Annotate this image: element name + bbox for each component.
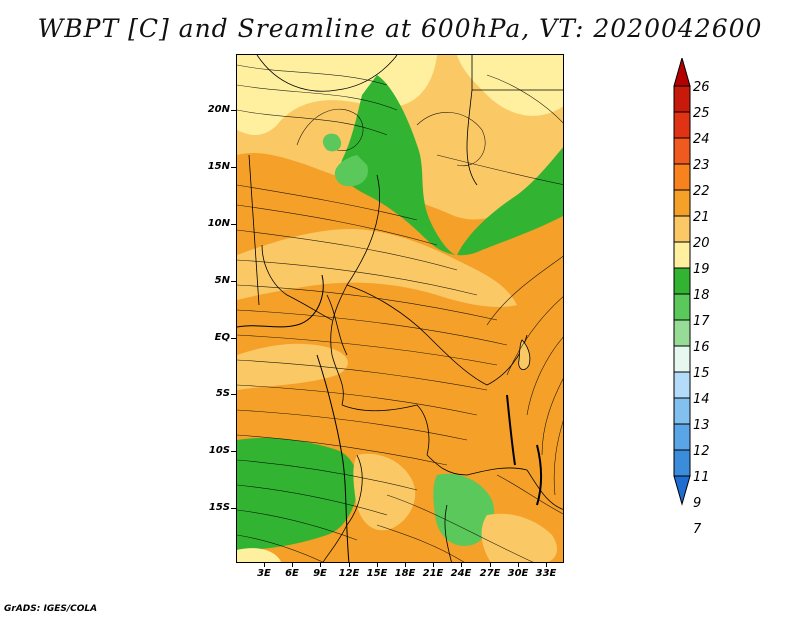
colorbar-label-14: 14 (693, 392, 710, 407)
wbpt-green-patch-1 (334, 155, 368, 187)
country-borders (248, 55, 563, 562)
lon-label-27e: 27E (479, 568, 501, 579)
colorbar-label-12: 12 (693, 444, 710, 459)
lat-tick (231, 451, 236, 452)
lat-tick (231, 281, 236, 282)
lon-tick (518, 563, 519, 567)
lon-tick (377, 563, 378, 567)
lat-label-15n: 15N (207, 161, 230, 172)
lat-label-10s: 10S (208, 445, 230, 456)
lon-tick (461, 563, 462, 567)
colorbar-label-18: 18 (693, 288, 710, 303)
map-svg (237, 55, 563, 562)
lon-tick (292, 563, 293, 567)
colorbar-label-25: 25 (693, 106, 710, 121)
lat-label-15s: 15S (208, 502, 230, 513)
colorbar-swatch (673, 241, 691, 269)
lat-tick (231, 394, 236, 395)
credit-text: GrADS: IGES/COLA (4, 604, 98, 614)
lake-tanganyika (506, 394, 516, 466)
colorbar-swatch (673, 189, 691, 217)
colorbar-top-arrow (673, 58, 691, 87)
colorbar-swatch (673, 267, 691, 295)
colorbar-swatch (673, 371, 691, 399)
lon-label-33e: 33E (535, 568, 557, 579)
wbpt-west-band (237, 343, 348, 390)
colorbar-label-26: 26 (693, 80, 710, 95)
colorbar-label-11: 11 (693, 470, 710, 485)
colorbar-swatch (673, 449, 691, 477)
lon-label-18e: 18E (394, 568, 416, 579)
lat-tick (231, 508, 236, 509)
wbpt-southwest-green (237, 438, 359, 550)
wbpt-south-yellow (353, 453, 416, 531)
lon-label-12e: 12E (338, 568, 360, 579)
chart-title: WBPT [C] and Sreamline at 600hPa, VT: 20… (37, 14, 763, 43)
colorbar-swatch (673, 423, 691, 451)
wbpt-south-green (433, 473, 495, 546)
colorbar-label-15: 15 (693, 366, 710, 381)
lon-tick (433, 563, 434, 567)
colorbar-swatch (673, 163, 691, 191)
lat-tick (231, 110, 236, 111)
coastline (237, 274, 324, 328)
lon-tick (349, 563, 350, 567)
lat-label-eq: EQ (214, 332, 230, 343)
wbpt-northeast-cream (457, 55, 563, 116)
lon-tick (264, 563, 265, 567)
lon-label-9e: 9E (313, 568, 327, 579)
wbpt-southwest-cream (237, 548, 281, 562)
west-coastline (316, 354, 350, 562)
wbpt-green-belt (340, 75, 563, 256)
lon-tick (490, 563, 491, 567)
lon-label-30e: 30E (507, 568, 529, 579)
lat-tick (231, 167, 236, 168)
colorbar-label-13: 13 (693, 418, 710, 433)
colorbar-swatch (673, 397, 691, 425)
wbpt-green-patch-2 (322, 133, 342, 152)
colorbar-label-21: 21 (693, 210, 710, 225)
colorbar-label-20: 20 (693, 236, 710, 251)
colorbar-swatch (673, 293, 691, 321)
lon-label-15e: 15E (366, 568, 388, 579)
lon-label-3e: 3E (257, 568, 271, 579)
colorbar (673, 58, 691, 506)
wbpt-central-band (237, 229, 517, 307)
wbpt-southeast-band (481, 513, 557, 562)
colorbar-label-7: 7 (693, 522, 702, 537)
lon-tick (546, 563, 547, 567)
colorbar-swatch (673, 345, 691, 373)
colorbar-swatch (673, 319, 691, 347)
colorbar-bottom-arrow (673, 475, 691, 506)
lat-label-5s: 5S (215, 388, 230, 399)
lon-label-21e: 21E (422, 568, 444, 579)
colorbar-swatch (673, 85, 691, 113)
colorbar-label-19: 19 (693, 262, 710, 277)
colorbar-swatch (673, 111, 691, 139)
colorbar-label-23: 23 (693, 158, 710, 173)
colorbar-label-22: 22 (693, 184, 710, 199)
colorbar-label-16: 16 (693, 340, 710, 355)
lat-label-10n: 10N (207, 218, 230, 229)
colorbar-label-9: 9 (693, 496, 702, 511)
colorbar-label-17: 17 (693, 314, 710, 329)
lon-tick (405, 563, 406, 567)
streamlines (237, 64, 563, 562)
lat-tick (231, 338, 236, 339)
lat-label-20n: 20N (207, 104, 230, 115)
lon-label-6e: 6E (285, 568, 299, 579)
lat-label-5n: 5N (214, 275, 230, 286)
map-panel (236, 54, 564, 563)
lon-tick (320, 563, 321, 567)
lon-label-24e: 24E (450, 568, 472, 579)
wbpt-north-cream (237, 55, 437, 135)
colorbar-swatch (673, 215, 691, 243)
colorbar-label-24: 24 (693, 132, 710, 147)
colorbar-swatch (673, 137, 691, 165)
lake-malawi (536, 444, 543, 506)
lat-tick (231, 224, 236, 225)
